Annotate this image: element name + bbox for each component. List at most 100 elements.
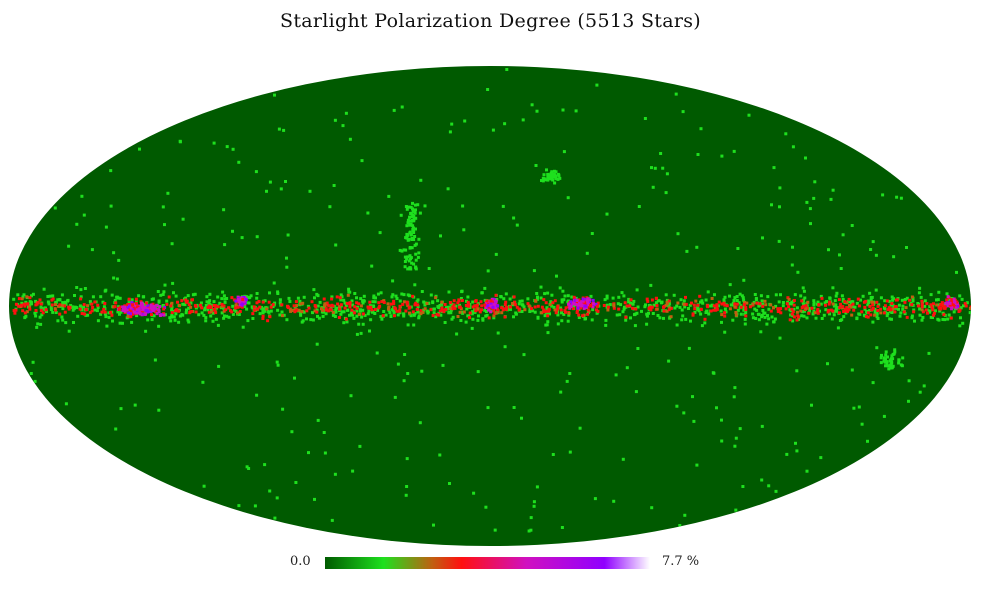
star-pixel [118,312,121,316]
star-pixel [126,308,130,312]
star-pixel [858,312,862,316]
star-pixel [368,300,372,304]
star-pixel [460,289,464,293]
star-pixel [784,307,788,311]
star-pixel [898,314,902,318]
star-pixel [338,305,342,309]
star-pixel [323,304,327,308]
star-pixel [748,305,752,309]
star-pixel [277,127,281,131]
star-pixel [370,308,374,312]
star-pixel [434,315,438,319]
star-pixel [968,283,971,287]
star-pixel [952,300,956,304]
star-pixel [893,310,897,314]
star-pixel [450,122,454,126]
star-pixel [166,191,170,195]
star-pixel [486,88,490,91]
star-pixel [144,329,148,333]
star-pixel [458,310,462,314]
star-pixel [870,295,874,299]
star-pixel [704,298,708,302]
star-pixel [261,309,265,312]
star-pixel [157,308,161,312]
star-pixel [575,299,579,302]
star-pixel [438,453,442,457]
star-pixel [351,469,355,473]
star-pixel [486,406,490,410]
star-pixel [866,303,870,307]
star-pixel [542,308,546,312]
star-pixel [819,294,823,298]
star-pixel [950,307,954,311]
star-pixel [629,302,632,305]
star-pixel [481,318,485,322]
star-pixel [546,173,550,177]
star-pixel [796,270,800,274]
star-pixel [561,289,565,293]
star-pixel [659,152,663,155]
star-pixel [728,294,731,298]
star-pixel [210,303,214,307]
star-pixel [647,311,650,315]
star-pixel [723,314,727,318]
star-pixel [209,314,213,318]
star-pixel [448,130,452,134]
star-pixel [405,457,409,461]
star-pixel [407,219,410,223]
star-pixel [406,293,410,297]
star-pixel [684,302,688,306]
star-pixel [416,303,420,307]
star-pixel [826,362,829,366]
star-pixel [358,444,362,448]
star-pixel [656,299,660,303]
star-pixel [667,304,671,308]
star-pixel [755,308,759,312]
star-pixel [503,315,507,319]
star-pixel [645,322,649,326]
star-pixel [448,307,452,310]
star-pixel [818,309,821,313]
star-pixel [734,508,738,512]
star-pixel [769,303,773,307]
star-pixel [643,117,647,120]
star-pixel [848,304,851,307]
star-pixel [137,307,141,311]
star-pixel [801,310,805,314]
star-pixel [512,216,516,220]
star-pixel [907,399,910,403]
star-pixel [553,308,557,312]
star-pixel [269,309,273,313]
star-pixel [572,295,576,299]
star-pixel [591,308,595,312]
star-pixel [920,318,924,322]
star-pixel [21,309,25,313]
star-pixel [346,308,350,312]
star-pixel [404,205,408,208]
star-pixel [943,318,947,322]
star-pixel [662,316,665,320]
star-pixel [954,306,958,310]
star-pixel [78,307,82,311]
star-pixel [151,302,155,306]
star-pixel [310,300,314,304]
star-pixel [463,119,467,123]
star-pixel [273,516,277,520]
star-pixel [495,304,499,308]
star-pixel [674,92,678,96]
star-pixel [105,324,109,328]
star-pixel [392,108,396,112]
star-pixel [539,285,543,289]
star-pixel [384,313,388,317]
star-pixel [792,303,796,307]
star-pixel [540,311,544,315]
star-pixel [451,307,455,311]
star-pixel [532,269,536,273]
star-pixel [299,313,303,317]
star-pixel [753,307,757,311]
star-pixel [723,295,727,299]
star-pixel [834,294,838,298]
star-pixel [841,305,845,309]
star-pixel [155,303,159,307]
star-pixel [520,416,523,420]
